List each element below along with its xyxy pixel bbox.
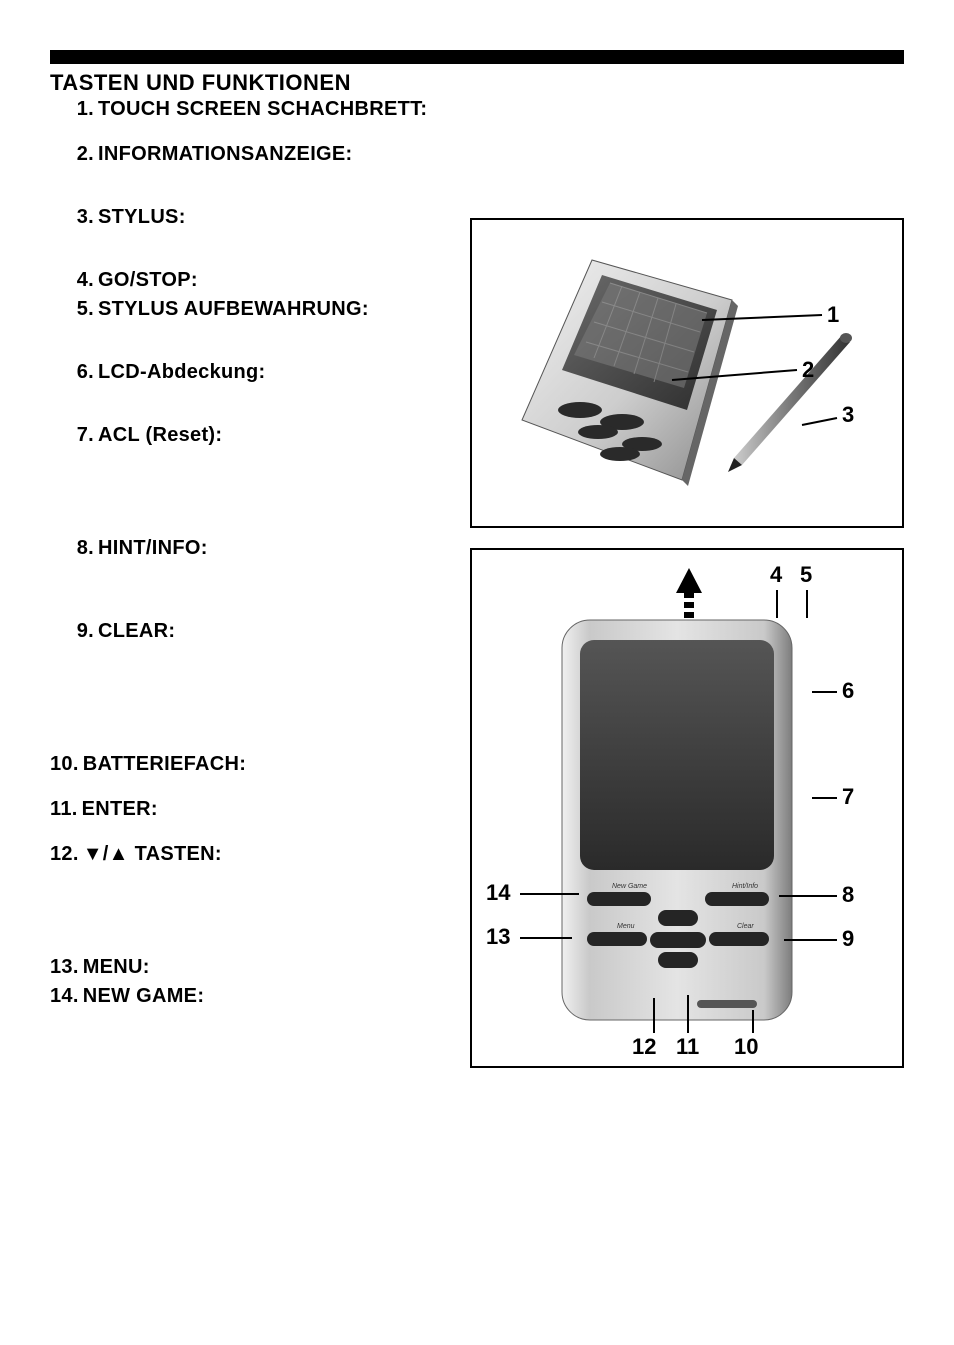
callout-1: 1 [827,302,839,328]
item-2: 2. INFORMATIONSANZEIGE: [50,143,450,166]
item-label: INFORMATIONSANZEIGE: [98,143,353,166]
callout-7: 7 [842,784,854,810]
item-11: 11. ENTER: [50,798,450,821]
content: 1. TOUCH SCREEN SCHACHBRETT: 2. INFORMAT… [50,98,904,1088]
callout-11: 11 [676,1034,699,1060]
item-num: 13. [50,956,83,979]
item-label: ACL (Reset): [98,424,222,447]
item-num: 2. [70,143,98,166]
figure-front: New Game Hint/Info Menu Clear Enter [470,548,904,1068]
item-12: 12. ▼/▲ TASTEN: [50,843,450,866]
callout-6: 6 [842,678,854,704]
header-bar [50,50,904,64]
item-num: 3. [70,206,98,229]
item-label: TOUCH SCREEN SCHACHBRETT: [98,98,427,121]
item-7: 7. ACL (Reset): [50,424,450,447]
section-title: TASTEN UND FUNKTIONEN [50,70,904,96]
item-label: LCD-Abdeckung: [98,361,266,384]
callout-10: 10 [734,1034,758,1060]
figure-perspective: 1 2 3 [470,218,904,528]
item-num: 8. [70,537,98,560]
item-label: MENU: [83,956,150,979]
item-num: 14. [50,985,83,1008]
callout-2: 2 [802,357,814,383]
item-6: 6. LCD-Abdeckung: [50,361,450,384]
callout-4: 4 [770,562,782,588]
item-list: 1. TOUCH SCREEN SCHACHBRETT: 2. INFORMAT… [50,98,450,1088]
item-10: 10. BATTERIEFACH: [50,753,450,776]
item-num: 9. [70,620,98,643]
callout-lines [472,220,902,526]
item-num: 1. [70,98,98,121]
item-13: 13. MENU: [50,956,450,979]
item-label: STYLUS AUFBEWAHRUNG: [98,298,369,321]
item-num: 5. [70,298,98,321]
item-label: HINT/INFO: [98,537,208,560]
item-label: GO/STOP: [98,269,198,292]
item-9: 9. CLEAR: [50,620,450,643]
item-num: 10. [50,753,83,776]
callout-5: 5 [800,562,812,588]
item-label: ▼/▲ TASTEN: [83,843,222,866]
callout-8: 8 [842,882,854,908]
item-14: 14. NEW GAME: [50,985,450,1008]
item-label: STYLUS: [98,206,186,229]
item-3: 3. STYLUS: [50,206,450,229]
item-4: 4. GO/STOP: [50,269,450,292]
figures: 1 2 3 [470,98,904,1088]
item-num: 7. [70,424,98,447]
callout-9: 9 [842,926,854,952]
item-1: 1. TOUCH SCREEN SCHACHBRETT: [50,98,450,121]
callout-lines-2 [472,550,902,1066]
item-5: 5. STYLUS AUFBEWAHRUNG: [50,298,450,321]
item-num: 6. [70,361,98,384]
item-num: 11. [50,798,82,821]
item-num: 4. [70,269,98,292]
callout-14: 14 [486,880,510,906]
item-label: NEW GAME: [83,985,205,1008]
item-num: 12. [50,843,83,866]
item-label: BATTERIEFACH: [83,753,247,776]
callout-3: 3 [842,402,854,428]
callout-12: 12 [632,1034,656,1060]
callout-13: 13 [486,924,510,950]
item-8: 8. HINT/INFO: [50,537,450,560]
item-label: ENTER: [82,798,158,821]
item-label: CLEAR: [98,620,175,643]
